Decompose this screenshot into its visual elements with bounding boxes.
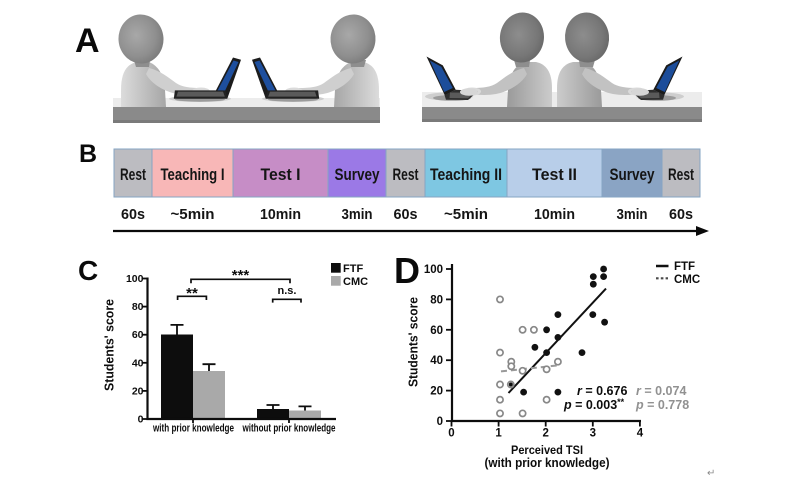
svg-text:(with prior knowledge): (with prior knowledge) <box>485 456 610 470</box>
svg-text:Survey: Survey <box>335 165 380 184</box>
svg-text:C: C <box>78 255 98 286</box>
svg-text:r = 0.676: r = 0.676 <box>577 384 627 398</box>
svg-text:A: A <box>75 22 100 60</box>
svg-text:3min: 3min <box>617 206 648 223</box>
svg-text:4: 4 <box>637 428 644 440</box>
svg-text:FTF: FTF <box>674 261 695 273</box>
svg-text:60s: 60s <box>121 206 145 223</box>
svg-text:80: 80 <box>430 294 443 306</box>
svg-text:p = 0.778: p = 0.778 <box>635 398 689 412</box>
svg-text:**: ** <box>186 285 198 302</box>
svg-text:Students' score: Students' score <box>406 297 421 387</box>
svg-text:1: 1 <box>495 428 502 440</box>
svg-text:3min: 3min <box>342 206 373 223</box>
svg-text:Test II: Test II <box>532 165 577 184</box>
svg-text:10min: 10min <box>534 206 575 223</box>
svg-text:↵: ↵ <box>707 468 715 479</box>
svg-text:n.s.: n.s. <box>278 285 297 297</box>
svg-text:60s: 60s <box>669 206 693 223</box>
svg-text:0: 0 <box>448 428 454 440</box>
svg-text:CMC: CMC <box>343 276 368 288</box>
svg-text:D: D <box>394 250 420 291</box>
svg-text:0: 0 <box>138 414 144 426</box>
svg-text:2: 2 <box>542 428 548 440</box>
svg-text:with prior knowledge: with prior knowledge <box>152 423 234 435</box>
svg-text:10min: 10min <box>260 206 301 223</box>
svg-text:Rest: Rest <box>393 165 419 184</box>
svg-text:60: 60 <box>430 325 443 337</box>
svg-text:Perceived TSI: Perceived TSI <box>511 443 583 457</box>
svg-text:Rest: Rest <box>668 165 694 184</box>
svg-text:20: 20 <box>132 385 144 397</box>
svg-text:***: *** <box>232 267 250 284</box>
svg-text:3: 3 <box>590 428 596 440</box>
svg-text:FTF: FTF <box>343 263 363 275</box>
svg-text:40: 40 <box>430 355 443 367</box>
svg-text:20: 20 <box>430 386 443 398</box>
svg-text:Survey: Survey <box>610 165 655 184</box>
svg-text:p = 0.003**: p = 0.003** <box>563 397 625 412</box>
svg-text:100: 100 <box>424 264 443 276</box>
svg-text:B: B <box>79 140 97 168</box>
svg-text:Teaching II: Teaching II <box>430 165 502 184</box>
svg-text:60: 60 <box>132 329 144 341</box>
svg-text:Students' score: Students' score <box>103 299 117 391</box>
svg-text:r = 0.074: r = 0.074 <box>636 384 686 398</box>
svg-text:80: 80 <box>132 301 144 313</box>
svg-text:~5min: ~5min <box>444 206 488 223</box>
svg-text:Teaching I: Teaching I <box>161 165 225 184</box>
svg-text:60s: 60s <box>394 206 418 223</box>
svg-text:100: 100 <box>126 273 144 285</box>
svg-text:Test I: Test I <box>261 165 301 184</box>
svg-text:40: 40 <box>132 357 144 369</box>
svg-text:without prior knowledge: without prior knowledge <box>242 423 336 435</box>
svg-text:0: 0 <box>437 416 443 428</box>
svg-text:Rest: Rest <box>120 165 146 184</box>
svg-text:~5min: ~5min <box>171 206 215 223</box>
svg-text:CMC: CMC <box>674 274 700 286</box>
